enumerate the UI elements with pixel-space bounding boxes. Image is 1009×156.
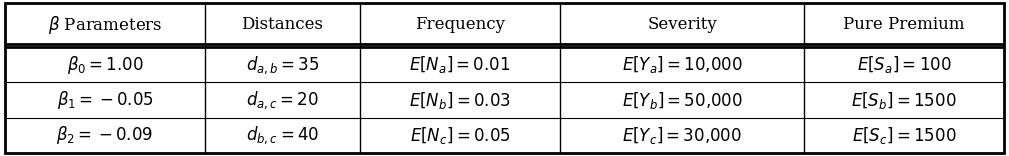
Text: Severity: Severity	[647, 16, 717, 33]
Text: $E[Y_b] = 50{,}000$: $E[Y_b] = 50{,}000$	[622, 90, 743, 111]
Text: $d_{a,b} = 35$: $d_{a,b} = 35$	[246, 54, 319, 76]
Text: $d_{b,c} = 40$: $d_{b,c} = 40$	[246, 124, 319, 146]
Text: Pure Premium: Pure Premium	[844, 16, 965, 33]
Text: $E[S_a] = 100$: $E[S_a] = 100$	[857, 54, 951, 75]
Text: $E[N_a] = 0.01$: $E[N_a] = 0.01$	[410, 54, 511, 75]
Text: $d_{a,c} = 20$: $d_{a,c} = 20$	[246, 89, 319, 111]
Text: Distances: Distances	[241, 16, 324, 33]
Text: $E[Y_c] = 30{,}000$: $E[Y_c] = 30{,}000$	[623, 125, 742, 146]
Text: $\beta$ Parameters: $\beta$ Parameters	[47, 14, 162, 36]
Text: Frequency: Frequency	[415, 16, 506, 33]
Text: $\beta_1 = -0.05$: $\beta_1 = -0.05$	[57, 89, 153, 111]
Text: $E[Y_a] = 10{,}000$: $E[Y_a] = 10{,}000$	[622, 54, 743, 75]
Text: $E[N_b] = 0.03$: $E[N_b] = 0.03$	[410, 90, 511, 111]
Text: $\beta_2 = -0.09$: $\beta_2 = -0.09$	[57, 124, 153, 146]
Text: $E[S_c] = 1500$: $E[S_c] = 1500$	[852, 125, 957, 146]
Text: $E[S_b] = 1500$: $E[S_b] = 1500$	[852, 90, 957, 111]
Text: $\beta_0 = 1.00$: $\beta_0 = 1.00$	[67, 54, 143, 76]
Text: $E[N_c] = 0.05$: $E[N_c] = 0.05$	[410, 125, 511, 146]
